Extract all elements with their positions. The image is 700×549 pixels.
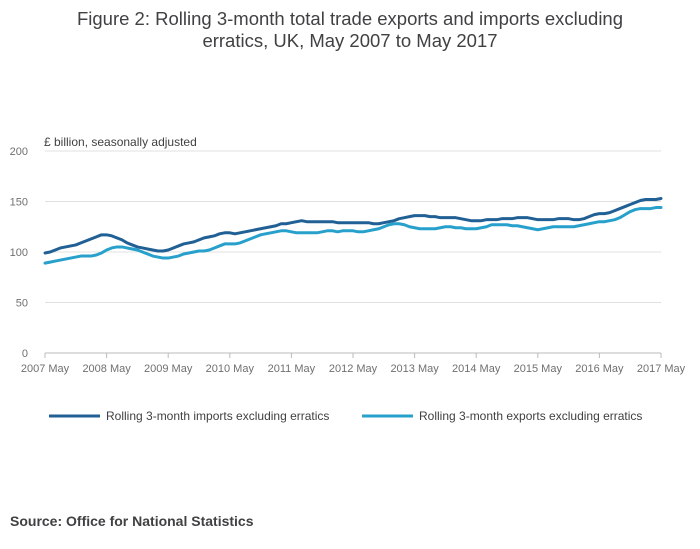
gridlines bbox=[45, 150, 661, 303]
legend[interactable]: Rolling 3-month imports excluding errati… bbox=[49, 409, 642, 423]
y-axis-label: £ billion, seasonally adjusted bbox=[44, 135, 197, 149]
legend-label: Rolling 3-month imports excluding errati… bbox=[106, 409, 329, 423]
x-tick-label: 2017 May bbox=[637, 363, 686, 375]
chart-title-line-1: Figure 2: Rolling 3-month total trade ex… bbox=[76, 8, 624, 29]
x-tick-label: 2012 May bbox=[329, 363, 378, 375]
y-tick-label: 100 bbox=[10, 247, 28, 259]
y-tick-label: 150 bbox=[10, 197, 28, 209]
x-tick-label: 2010 May bbox=[206, 363, 255, 375]
axes: 0 50 100 150 200 2007 May 2008 May 2009 May 2010… bbox=[10, 146, 686, 375]
x-tick-label: 2014 May bbox=[452, 363, 501, 375]
y-tick-label: 0 bbox=[22, 348, 28, 360]
legend-label: Rolling 3-month exports excluding errati… bbox=[419, 409, 642, 423]
x-tick-label: 2011 May bbox=[268, 363, 316, 375]
legend-item-exports[interactable]: Rolling 3-month exports excluding errati… bbox=[362, 409, 642, 423]
y-tick-label: 50 bbox=[16, 298, 28, 310]
imports-line bbox=[43, 196, 663, 255]
x-tick-label: 2015 May bbox=[514, 363, 563, 375]
chart-title-line-2: erratics, UK, May 2007 to May 2017 bbox=[202, 30, 498, 51]
legend-item-imports[interactable]: Rolling 3-month imports excluding errati… bbox=[49, 409, 329, 423]
source-note: Source: Office for National Statistics bbox=[10, 513, 254, 529]
x-tick-label: 2009 May bbox=[144, 363, 193, 375]
exports-line bbox=[43, 206, 663, 265]
x-tick-label: 2013 May bbox=[390, 363, 439, 375]
series-lines bbox=[43, 196, 663, 265]
y-tick-label: 200 bbox=[10, 146, 28, 158]
x-tick-label: 2016 May bbox=[575, 363, 624, 375]
chart-title: Figure 2: Rolling 3-month total trade ex… bbox=[0, 8, 700, 52]
x-tick-label: 2008 May bbox=[82, 363, 131, 375]
x-tick-label: 2007 May bbox=[21, 363, 70, 375]
